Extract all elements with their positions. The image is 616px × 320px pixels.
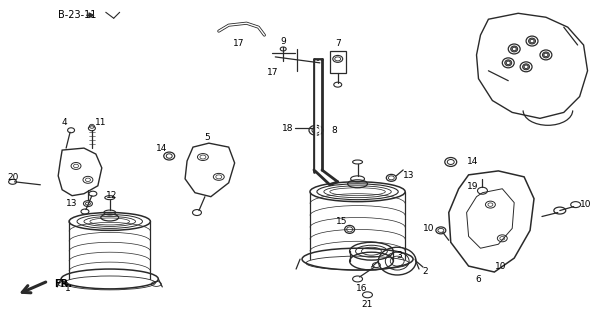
Text: 10: 10	[423, 224, 435, 233]
Text: 16: 16	[356, 284, 367, 293]
Text: 5: 5	[204, 133, 210, 142]
Text: 20: 20	[7, 173, 19, 182]
Text: 6: 6	[476, 276, 481, 284]
Ellipse shape	[511, 46, 517, 52]
Text: 17: 17	[267, 68, 278, 77]
Text: 11: 11	[95, 118, 107, 127]
Text: 19: 19	[467, 182, 478, 191]
Ellipse shape	[529, 38, 535, 44]
Text: 1: 1	[65, 284, 71, 293]
Text: 2: 2	[422, 267, 428, 276]
Ellipse shape	[543, 52, 549, 58]
Text: 9: 9	[280, 36, 286, 45]
Ellipse shape	[530, 39, 534, 43]
Text: 14: 14	[156, 144, 167, 153]
Text: FR.: FR.	[54, 279, 72, 289]
Ellipse shape	[544, 53, 548, 57]
Text: 10: 10	[580, 200, 591, 209]
Bar	[330, 51, 346, 73]
Text: 15: 15	[336, 217, 347, 226]
Text: 13: 13	[403, 172, 415, 180]
Ellipse shape	[505, 60, 512, 66]
Text: 7: 7	[335, 38, 341, 48]
Ellipse shape	[506, 61, 510, 65]
Ellipse shape	[513, 47, 516, 51]
Text: 14: 14	[466, 157, 478, 166]
Text: 17: 17	[233, 38, 245, 48]
Text: 13: 13	[67, 199, 78, 208]
Ellipse shape	[524, 65, 528, 68]
Ellipse shape	[522, 64, 530, 70]
Text: 18: 18	[282, 124, 294, 133]
Text: 12: 12	[106, 191, 118, 200]
Text: 8: 8	[332, 126, 338, 135]
Text: 4: 4	[62, 118, 67, 127]
Text: 3: 3	[396, 251, 402, 260]
Text: 21: 21	[362, 300, 373, 309]
Text: B-23-11: B-23-11	[58, 10, 97, 20]
Text: 10: 10	[495, 261, 506, 271]
